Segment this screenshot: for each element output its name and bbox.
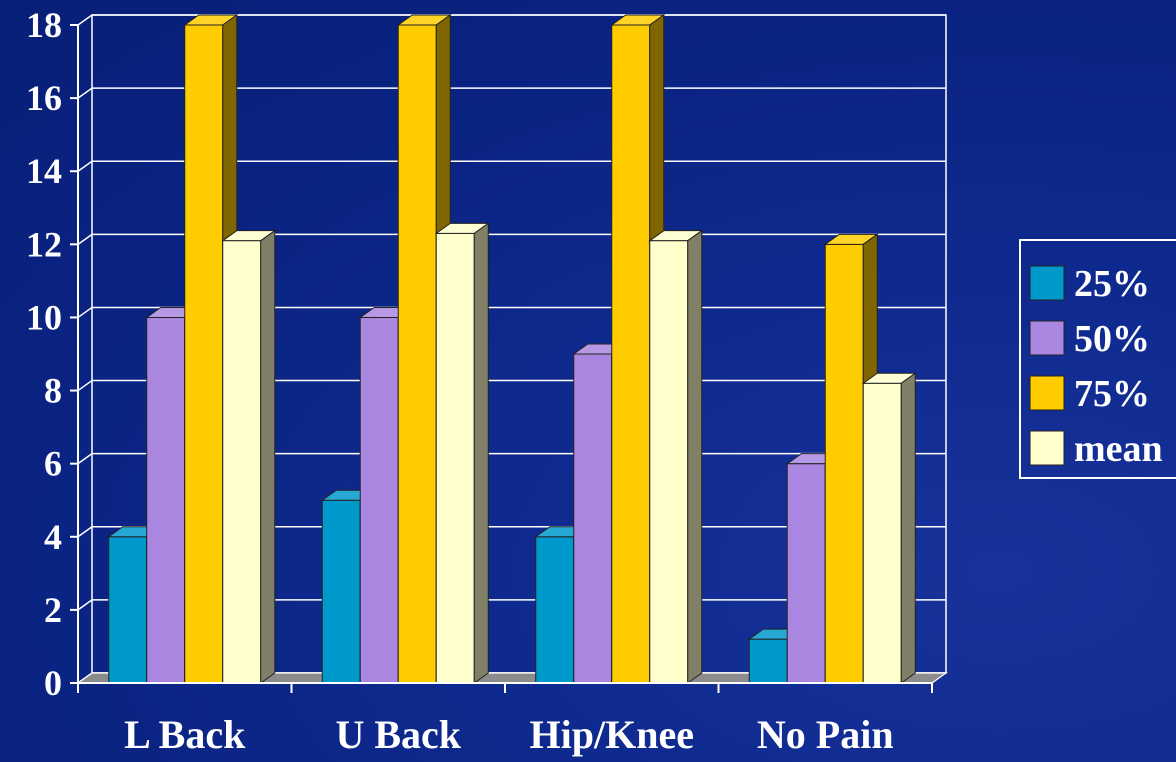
bar-front: [397, 24, 437, 684]
side-wall-line: [77, 599, 93, 611]
legend-swatch: [1029, 375, 1065, 411]
y-tick-label: 4: [44, 517, 62, 557]
bar-front: [108, 536, 148, 684]
y-tick-label: 14: [26, 151, 62, 191]
side-wall-line: [77, 160, 93, 172]
bar: [434, 222, 490, 684]
axes: [70, 24, 933, 693]
y-tick-label: 8: [44, 371, 62, 411]
bar-front: [573, 353, 613, 684]
y-axis-tick-labels: 0 2 4 6 8 10 12 14 16 18: [26, 5, 62, 703]
bar-front: [321, 499, 361, 684]
x-category-label: No Pain: [757, 712, 894, 757]
side-wall-line: [77, 526, 93, 538]
legend: 25% 50% 75% mean: [1019, 239, 1176, 479]
bar-front: [222, 240, 262, 684]
side-wall-line: [77, 14, 93, 26]
y-tick-label: 18: [26, 5, 62, 45]
bar-front: [611, 24, 651, 684]
bar-front: [649, 240, 689, 684]
legend-label: 50%: [1074, 318, 1150, 360]
y-tick-label: 6: [44, 444, 62, 484]
bar-front: [359, 316, 399, 684]
side-wall-line: [77, 379, 93, 392]
legend-label: mean: [1074, 428, 1163, 470]
bar-side: [260, 229, 276, 684]
bar: [648, 229, 704, 684]
bar-front: [824, 243, 864, 684]
side-wall-line: [77, 453, 93, 465]
side-wall-line: [77, 233, 93, 245]
y-tick-label: 12: [26, 224, 62, 264]
y-tick-label: 0: [44, 663, 62, 703]
bars: [107, 14, 917, 684]
x-category-label: L Back: [124, 712, 246, 757]
bar-side: [900, 372, 916, 684]
legend-label: 25%: [1074, 263, 1150, 305]
side-wall-line: [77, 87, 93, 99]
x-axis-category-labels: L Back U Back Hip/Knee No Pain: [124, 712, 893, 757]
bar-front: [862, 382, 902, 684]
side-wall-line: [77, 306, 93, 319]
bar: [861, 372, 917, 684]
legend-label: 75%: [1074, 373, 1150, 415]
x-category-label: Hip/Knee: [530, 712, 694, 757]
y-tick-label: 2: [44, 590, 62, 630]
bar-front: [435, 232, 475, 684]
bar-side: [687, 229, 703, 684]
bar: [221, 229, 277, 684]
y-tick-label: 10: [26, 297, 62, 337]
legend-swatch: [1029, 430, 1065, 466]
bar-front: [786, 463, 826, 684]
bar-front: [146, 316, 186, 684]
legend-box: [1019, 239, 1176, 479]
bar-front: [535, 536, 575, 684]
bar-front: [184, 24, 224, 684]
bar-front: [748, 638, 788, 684]
legend-swatch: [1029, 320, 1065, 356]
legend-swatch: [1029, 265, 1065, 301]
x-category-label: U Back: [335, 712, 461, 757]
y-tick-label: 16: [26, 78, 62, 118]
bar-side: [473, 222, 489, 684]
